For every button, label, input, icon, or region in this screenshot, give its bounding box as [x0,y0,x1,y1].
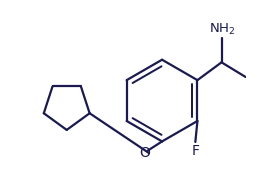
Text: O: O [139,146,150,160]
Text: F: F [191,144,199,158]
Text: NH$_2$: NH$_2$ [209,21,236,37]
